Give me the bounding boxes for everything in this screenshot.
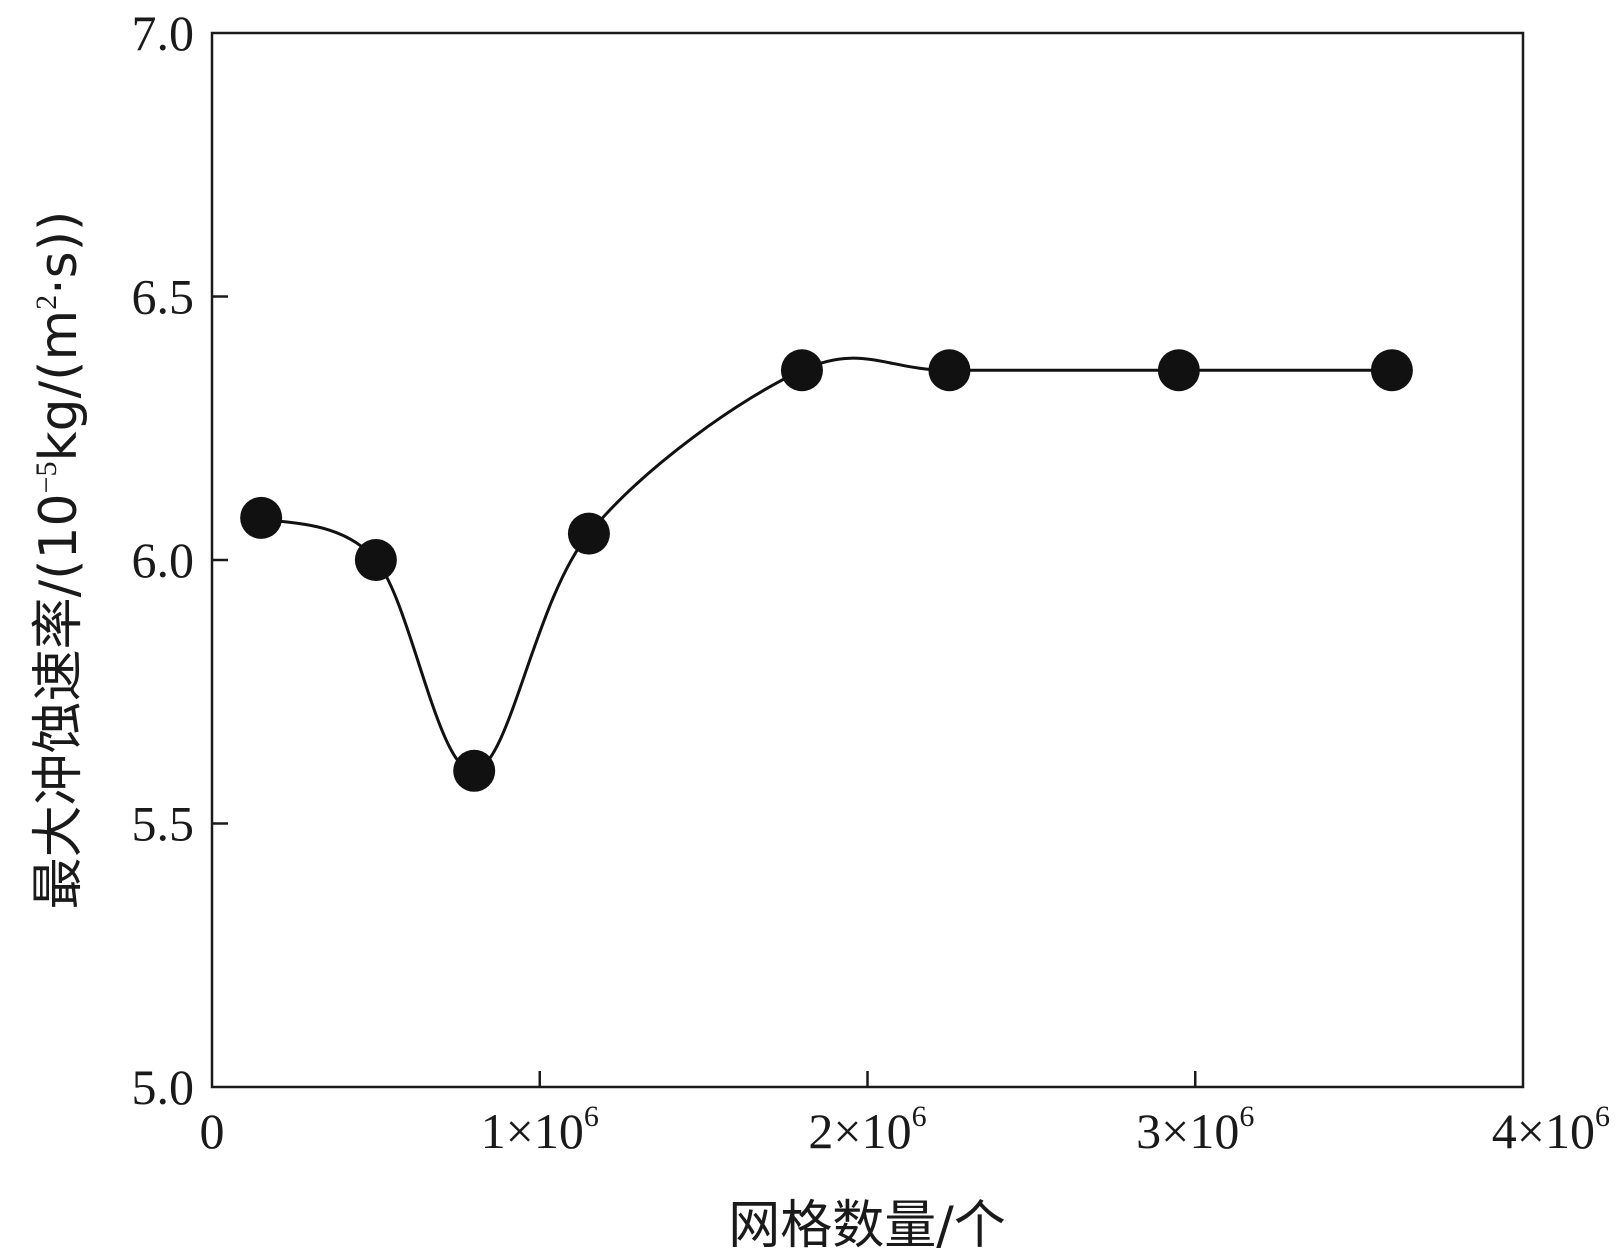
x-tick-label-base: 0 [200,1103,225,1159]
x-tick-label-exp: 6 [584,1100,599,1133]
plot-frame [210,31,1525,1089]
y-axis-title-suffix: ·s)) [29,211,89,295]
series-layer [240,349,1413,792]
y-axis-title-exp2: 2 [30,295,63,310]
data-point [928,349,971,392]
series-line [260,356,1392,773]
y-axis-title-exp: −5 [30,461,63,493]
y-axis-title: 最大冲蚀速率/(10−5kg/(m2·s)) [29,211,89,910]
y-axis-title-prefix: 最大冲蚀速率/(10 [29,493,89,909]
y-tick-label: 7.0 [132,5,195,61]
x-tick-label: 4×106 [1492,1100,1610,1159]
y-axis-title-middle: kg/(m [29,310,89,462]
x-tick-label-base: 2×10 [808,1103,911,1159]
x-tick-label: 2×106 [808,1100,926,1159]
data-point [1157,349,1200,392]
x-tick-label-exp: 6 [1595,1100,1610,1133]
x-axis-title: 网格数量/个 [728,1196,1006,1256]
data-point [354,539,397,581]
x-tick-label-base: 4×10 [1492,1103,1595,1159]
y-axis-ticks: 5.0 5.5 6.0 6.5 7.0 [132,5,228,1115]
x-tick-label-base: 1×10 [481,1103,584,1159]
y-tick-label: 6.0 [132,532,195,588]
y-tick-label: 5.0 [132,1059,195,1115]
data-point [780,349,823,392]
x-tick-label: 0 [200,1103,225,1159]
x-tick-label: 1×106 [481,1100,599,1159]
data-point [453,749,496,792]
x-axis-ticks: 0 1×106 2×106 3×106 4×106 [200,1071,1610,1159]
x-tick-label-base: 3×10 [1136,1103,1239,1159]
y-tick-label: 6.5 [132,269,195,325]
data-point [240,496,283,539]
data-point [567,512,610,555]
y-tick-label: 5.5 [132,796,195,852]
x-tick-label-exp: 6 [1239,1100,1254,1133]
x-tick-label: 3×106 [1136,1100,1254,1159]
data-point [1370,349,1413,392]
x-tick-label-exp: 6 [912,1100,927,1133]
